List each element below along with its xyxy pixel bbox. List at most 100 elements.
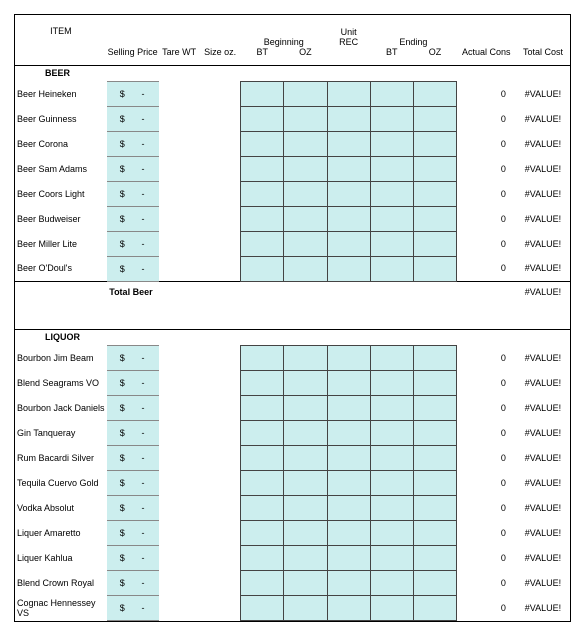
beginning-bt-cell[interactable] <box>241 181 284 206</box>
ending-oz-cell[interactable] <box>413 206 456 231</box>
selling-price-cell[interactable]: $- <box>107 106 159 131</box>
ending-bt-cell[interactable] <box>370 470 413 495</box>
beginning-oz-cell[interactable] <box>284 495 327 520</box>
selling-price-cell[interactable]: $- <box>107 345 159 370</box>
unit-rec-cell[interactable] <box>327 206 370 231</box>
beginning-oz-cell[interactable] <box>284 181 327 206</box>
ending-bt-cell[interactable] <box>370 445 413 470</box>
unit-rec-cell[interactable] <box>327 545 370 570</box>
beginning-bt-cell[interactable] <box>241 206 284 231</box>
ending-bt-cell[interactable] <box>370 420 413 445</box>
ending-oz-cell[interactable] <box>413 131 456 156</box>
selling-price-cell[interactable]: $- <box>107 206 159 231</box>
beginning-oz-cell[interactable] <box>284 570 327 595</box>
ending-bt-cell[interactable] <box>370 231 413 256</box>
unit-rec-cell[interactable] <box>327 131 370 156</box>
selling-price-cell[interactable]: $- <box>107 445 159 470</box>
beginning-oz-cell[interactable] <box>284 206 327 231</box>
ending-bt-cell[interactable] <box>370 81 413 106</box>
ending-bt-cell[interactable] <box>370 370 413 395</box>
ending-bt-cell[interactable] <box>370 595 413 620</box>
beginning-oz-cell[interactable] <box>284 545 327 570</box>
ending-oz-cell[interactable] <box>413 231 456 256</box>
unit-rec-cell[interactable] <box>327 520 370 545</box>
ending-bt-cell[interactable] <box>370 156 413 181</box>
selling-price-cell[interactable]: $- <box>107 470 159 495</box>
ending-oz-cell[interactable] <box>413 470 456 495</box>
unit-rec-cell[interactable] <box>327 370 370 395</box>
ending-oz-cell[interactable] <box>413 256 456 281</box>
selling-price-cell[interactable]: $- <box>107 131 159 156</box>
beginning-oz-cell[interactable] <box>284 520 327 545</box>
ending-bt-cell[interactable] <box>370 345 413 370</box>
unit-rec-cell[interactable] <box>327 81 370 106</box>
ending-oz-cell[interactable] <box>413 370 456 395</box>
beginning-oz-cell[interactable] <box>284 256 327 281</box>
unit-rec-cell[interactable] <box>327 470 370 495</box>
beginning-bt-cell[interactable] <box>241 495 284 520</box>
unit-rec-cell[interactable] <box>327 570 370 595</box>
ending-oz-cell[interactable] <box>413 81 456 106</box>
ending-bt-cell[interactable] <box>370 520 413 545</box>
ending-bt-cell[interactable] <box>370 131 413 156</box>
beginning-bt-cell[interactable] <box>241 156 284 181</box>
selling-price-cell[interactable]: $- <box>107 545 159 570</box>
ending-oz-cell[interactable] <box>413 106 456 131</box>
beginning-bt-cell[interactable] <box>241 345 284 370</box>
ending-bt-cell[interactable] <box>370 206 413 231</box>
beginning-oz-cell[interactable] <box>284 395 327 420</box>
selling-price-cell[interactable]: $- <box>107 570 159 595</box>
ending-oz-cell[interactable] <box>413 395 456 420</box>
unit-rec-cell[interactable] <box>327 445 370 470</box>
selling-price-cell[interactable]: $- <box>107 595 159 620</box>
unit-rec-cell[interactable] <box>327 420 370 445</box>
beginning-oz-cell[interactable] <box>284 595 327 620</box>
selling-price-cell[interactable]: $- <box>107 181 159 206</box>
selling-price-cell[interactable]: $- <box>107 81 159 106</box>
unit-rec-cell[interactable] <box>327 595 370 620</box>
unit-rec-cell[interactable] <box>327 181 370 206</box>
ending-bt-cell[interactable] <box>370 545 413 570</box>
ending-oz-cell[interactable] <box>413 495 456 520</box>
ending-bt-cell[interactable] <box>370 106 413 131</box>
beginning-bt-cell[interactable] <box>241 106 284 131</box>
ending-bt-cell[interactable] <box>370 395 413 420</box>
beginning-oz-cell[interactable] <box>284 156 327 181</box>
beginning-oz-cell[interactable] <box>284 470 327 495</box>
unit-rec-cell[interactable] <box>327 231 370 256</box>
ending-oz-cell[interactable] <box>413 570 456 595</box>
ending-bt-cell[interactable] <box>370 181 413 206</box>
selling-price-cell[interactable]: $- <box>107 520 159 545</box>
ending-oz-cell[interactable] <box>413 595 456 620</box>
unit-rec-cell[interactable] <box>327 106 370 131</box>
beginning-bt-cell[interactable] <box>241 595 284 620</box>
ending-oz-cell[interactable] <box>413 156 456 181</box>
ending-bt-cell[interactable] <box>370 495 413 520</box>
beginning-bt-cell[interactable] <box>241 470 284 495</box>
selling-price-cell[interactable]: $- <box>107 256 159 281</box>
ending-bt-cell[interactable] <box>370 570 413 595</box>
beginning-bt-cell[interactable] <box>241 520 284 545</box>
ending-bt-cell[interactable] <box>370 256 413 281</box>
beginning-bt-cell[interactable] <box>241 445 284 470</box>
beginning-oz-cell[interactable] <box>284 81 327 106</box>
unit-rec-cell[interactable] <box>327 256 370 281</box>
ending-oz-cell[interactable] <box>413 181 456 206</box>
ending-oz-cell[interactable] <box>413 545 456 570</box>
unit-rec-cell[interactable] <box>327 395 370 420</box>
beginning-oz-cell[interactable] <box>284 370 327 395</box>
beginning-bt-cell[interactable] <box>241 256 284 281</box>
ending-oz-cell[interactable] <box>413 345 456 370</box>
selling-price-cell[interactable]: $- <box>107 231 159 256</box>
unit-rec-cell[interactable] <box>327 156 370 181</box>
beginning-bt-cell[interactable] <box>241 131 284 156</box>
beginning-oz-cell[interactable] <box>284 231 327 256</box>
beginning-oz-cell[interactable] <box>284 445 327 470</box>
beginning-oz-cell[interactable] <box>284 420 327 445</box>
selling-price-cell[interactable]: $- <box>107 420 159 445</box>
beginning-bt-cell[interactable] <box>241 570 284 595</box>
beginning-bt-cell[interactable] <box>241 420 284 445</box>
beginning-oz-cell[interactable] <box>284 106 327 131</box>
ending-oz-cell[interactable] <box>413 520 456 545</box>
unit-rec-cell[interactable] <box>327 345 370 370</box>
